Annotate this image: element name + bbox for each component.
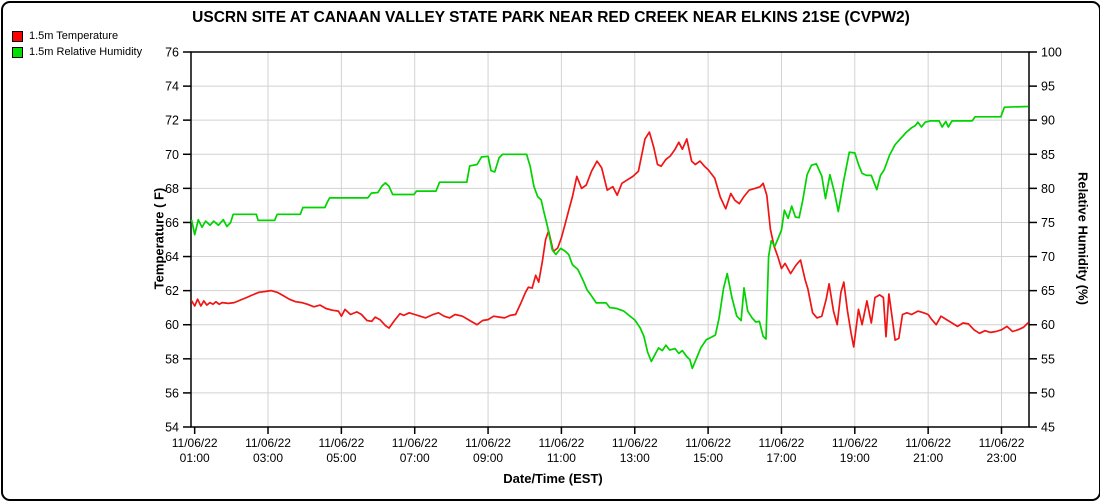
x-tick-time-label: 07:00 <box>400 451 430 465</box>
right-tick-label: 65 <box>1041 284 1055 298</box>
right-tick-label: 45 <box>1041 421 1055 435</box>
x-tick-time-label: 09:00 <box>473 451 503 465</box>
x-tick-time-label: 19:00 <box>840 451 870 465</box>
humidity-swatch-icon <box>12 46 23 58</box>
left-tick-label: 70 <box>165 148 179 162</box>
x-tick-date-label: 11/06/22 <box>612 436 658 450</box>
x-tick-time-label: 03:00 <box>253 451 283 465</box>
x-tick-time-label: 21:00 <box>913 451 943 465</box>
right-tick-label: 60 <box>1041 318 1055 332</box>
right-tick-label: 100 <box>1041 46 1062 60</box>
left-tick-label: 74 <box>165 80 179 94</box>
right-tick-label: 70 <box>1041 250 1055 264</box>
page-title: USCRN SITE AT CANAAN VALLEY STATE PARK N… <box>192 9 910 26</box>
temperature-swatch-icon <box>12 30 23 42</box>
x-tick-time-label: 15:00 <box>693 451 723 465</box>
x-tick-time-label: 13:00 <box>620 451 650 465</box>
left-tick-label: 54 <box>165 421 179 435</box>
right-tick-label: 95 <box>1041 80 1055 94</box>
right-tick-label: 85 <box>1041 148 1055 162</box>
chart-legend: 1.5m Temperature 1.5m Relative Humidity <box>12 28 142 60</box>
left-tick-label: 56 <box>165 386 179 400</box>
x-tick-time-label: 23:00 <box>986 451 1016 465</box>
x-tick-time-label: 05:00 <box>326 451 356 465</box>
x-tick-date-label: 11/06/22 <box>538 436 584 450</box>
x-tick-date-label: 11/06/22 <box>465 436 511 450</box>
left-tick-label: 68 <box>165 182 179 196</box>
left-tick-label: 76 <box>165 46 179 60</box>
right-tick-label: 80 <box>1041 182 1055 196</box>
left-tick-label: 60 <box>165 318 179 332</box>
right-tick-label: 50 <box>1041 386 1055 400</box>
x-tick-date-label: 11/06/22 <box>245 436 291 450</box>
x-tick-time-label: 01:00 <box>180 451 210 465</box>
x-tick-date-label: 11/06/22 <box>392 436 438 450</box>
x-tick-date-label: 11/06/22 <box>905 436 951 450</box>
x-tick-date-label: 11/06/22 <box>979 436 1025 450</box>
x-tick-date-label: 11/06/22 <box>685 436 731 450</box>
x-tick-date-label: 11/06/22 <box>832 436 878 450</box>
x-tick-date-label: 11/06/22 <box>172 436 218 450</box>
legend-label-humidity: 1.5m Relative Humidity <box>29 46 143 58</box>
legend-label-temperature: 1.5m Temperature <box>29 30 119 42</box>
left-tick-label: 58 <box>165 352 179 366</box>
x-tick-time-label: 17:00 <box>766 451 796 465</box>
legend-item-temperature: 1.5m Temperature <box>12 28 142 44</box>
right-tick-label: 55 <box>1041 352 1055 366</box>
right-tick-label: 90 <box>1041 114 1055 128</box>
left-tick-label: 66 <box>165 216 179 230</box>
legend-item-humidity: 1.5m Relative Humidity <box>12 44 142 60</box>
humidity-line <box>190 105 1029 370</box>
chart-canvas: 54 56 58 60 62 64 66 68 70 72 74 76 45 50 55 60 65 70 75 80… <box>165 46 1062 466</box>
left-tick-label: 72 <box>165 114 179 128</box>
x-tick-date-label: 11/06/22 <box>318 436 364 450</box>
right-tick-label: 75 <box>1041 216 1055 230</box>
temperature-line <box>190 131 1029 348</box>
x-axis-title: Date/Time (EST) <box>503 471 603 486</box>
left-tick-label: 64 <box>165 250 179 264</box>
x-tick-date-label: 11/06/22 <box>759 436 805 450</box>
left-tick-label: 62 <box>165 284 179 298</box>
plot-border <box>190 51 1030 428</box>
x-tick-time-label: 11:00 <box>547 451 576 465</box>
